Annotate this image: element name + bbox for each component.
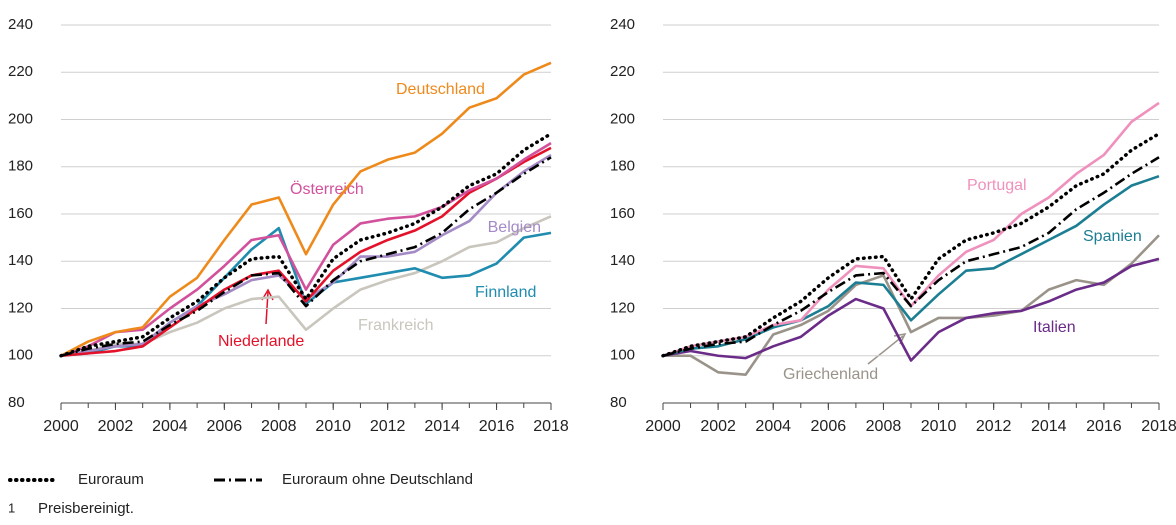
y-tick-label: 80 xyxy=(8,394,25,411)
x-tick-label: 2012 xyxy=(976,418,1012,435)
y-tick-label: 200 xyxy=(610,110,635,127)
series-label: Spanien xyxy=(1083,228,1142,245)
y-tick-label: 100 xyxy=(8,347,33,364)
x-tick-label: 2018 xyxy=(533,418,569,435)
x-tick-label: 2008 xyxy=(261,418,297,435)
series-label: Portugal xyxy=(967,177,1027,194)
series-label: Griechenland xyxy=(783,366,878,383)
series-label: Belgien xyxy=(488,219,541,236)
x-tick-label: 2006 xyxy=(811,418,847,435)
x-tick-label: 2016 xyxy=(1086,418,1122,435)
y-tick-label: 220 xyxy=(610,63,635,80)
x-tick-label: 2004 xyxy=(152,418,188,435)
x-tick-label: 2002 xyxy=(700,418,736,435)
x-tick-label: 2002 xyxy=(98,418,134,435)
series-label: Italien xyxy=(1033,319,1076,336)
y-tick-label: 160 xyxy=(610,205,635,222)
series-line xyxy=(60,61,552,357)
legend-label: Euroraum xyxy=(78,471,144,488)
y-tick-label: 120 xyxy=(8,299,33,316)
x-tick-label: 2014 xyxy=(424,418,460,435)
series-label: Österreich xyxy=(290,180,364,198)
x-tick-label: 2018 xyxy=(1141,418,1176,435)
series-line xyxy=(60,156,552,358)
series-line xyxy=(662,156,1160,358)
series-line xyxy=(60,146,552,358)
series-line xyxy=(662,257,1160,362)
series-label: Finnland xyxy=(475,284,536,301)
x-tick-label: 2006 xyxy=(207,418,243,435)
series-line xyxy=(662,174,1160,358)
x-tick-label: 2016 xyxy=(479,418,515,435)
y-tick-label: 140 xyxy=(610,252,635,269)
x-tick-label: 2014 xyxy=(1031,418,1067,435)
y-tick-label: 200 xyxy=(8,110,33,127)
y-tick-label: 120 xyxy=(610,299,635,316)
y-tick-label: 180 xyxy=(610,158,635,175)
series-line xyxy=(60,142,552,357)
series-line xyxy=(663,234,1160,376)
x-tick-label: 2008 xyxy=(866,418,902,435)
series-line xyxy=(661,131,1161,358)
legend-label: Euroraum ohne Deutschland xyxy=(282,471,473,488)
x-tick-label: 2000 xyxy=(645,418,681,435)
y-tick-label: 80 xyxy=(610,394,627,411)
x-tick-label: 2010 xyxy=(315,418,351,435)
x-tick-label: 2000 xyxy=(43,418,79,435)
y-tick-label: 180 xyxy=(8,158,33,175)
x-tick-label: 2010 xyxy=(921,418,957,435)
y-tick-label: 160 xyxy=(8,205,33,222)
series-label: Deutschland xyxy=(396,81,485,98)
series-label: Niederlande xyxy=(218,333,304,350)
x-tick-label: 2004 xyxy=(755,418,791,435)
series-label: Frankreich xyxy=(358,317,434,334)
series-line xyxy=(59,131,553,358)
y-tick-label: 240 xyxy=(8,16,33,33)
y-tick-label: 100 xyxy=(610,347,635,364)
footnote-text: Preisbereinigt. xyxy=(38,500,134,517)
footnote-number: 1 xyxy=(8,500,15,515)
y-tick-label: 220 xyxy=(8,63,33,80)
griechenland-arrow xyxy=(867,335,904,365)
y-tick-label: 140 xyxy=(8,252,33,269)
y-tick-label: 240 xyxy=(610,16,635,33)
x-tick-label: 2012 xyxy=(370,418,406,435)
